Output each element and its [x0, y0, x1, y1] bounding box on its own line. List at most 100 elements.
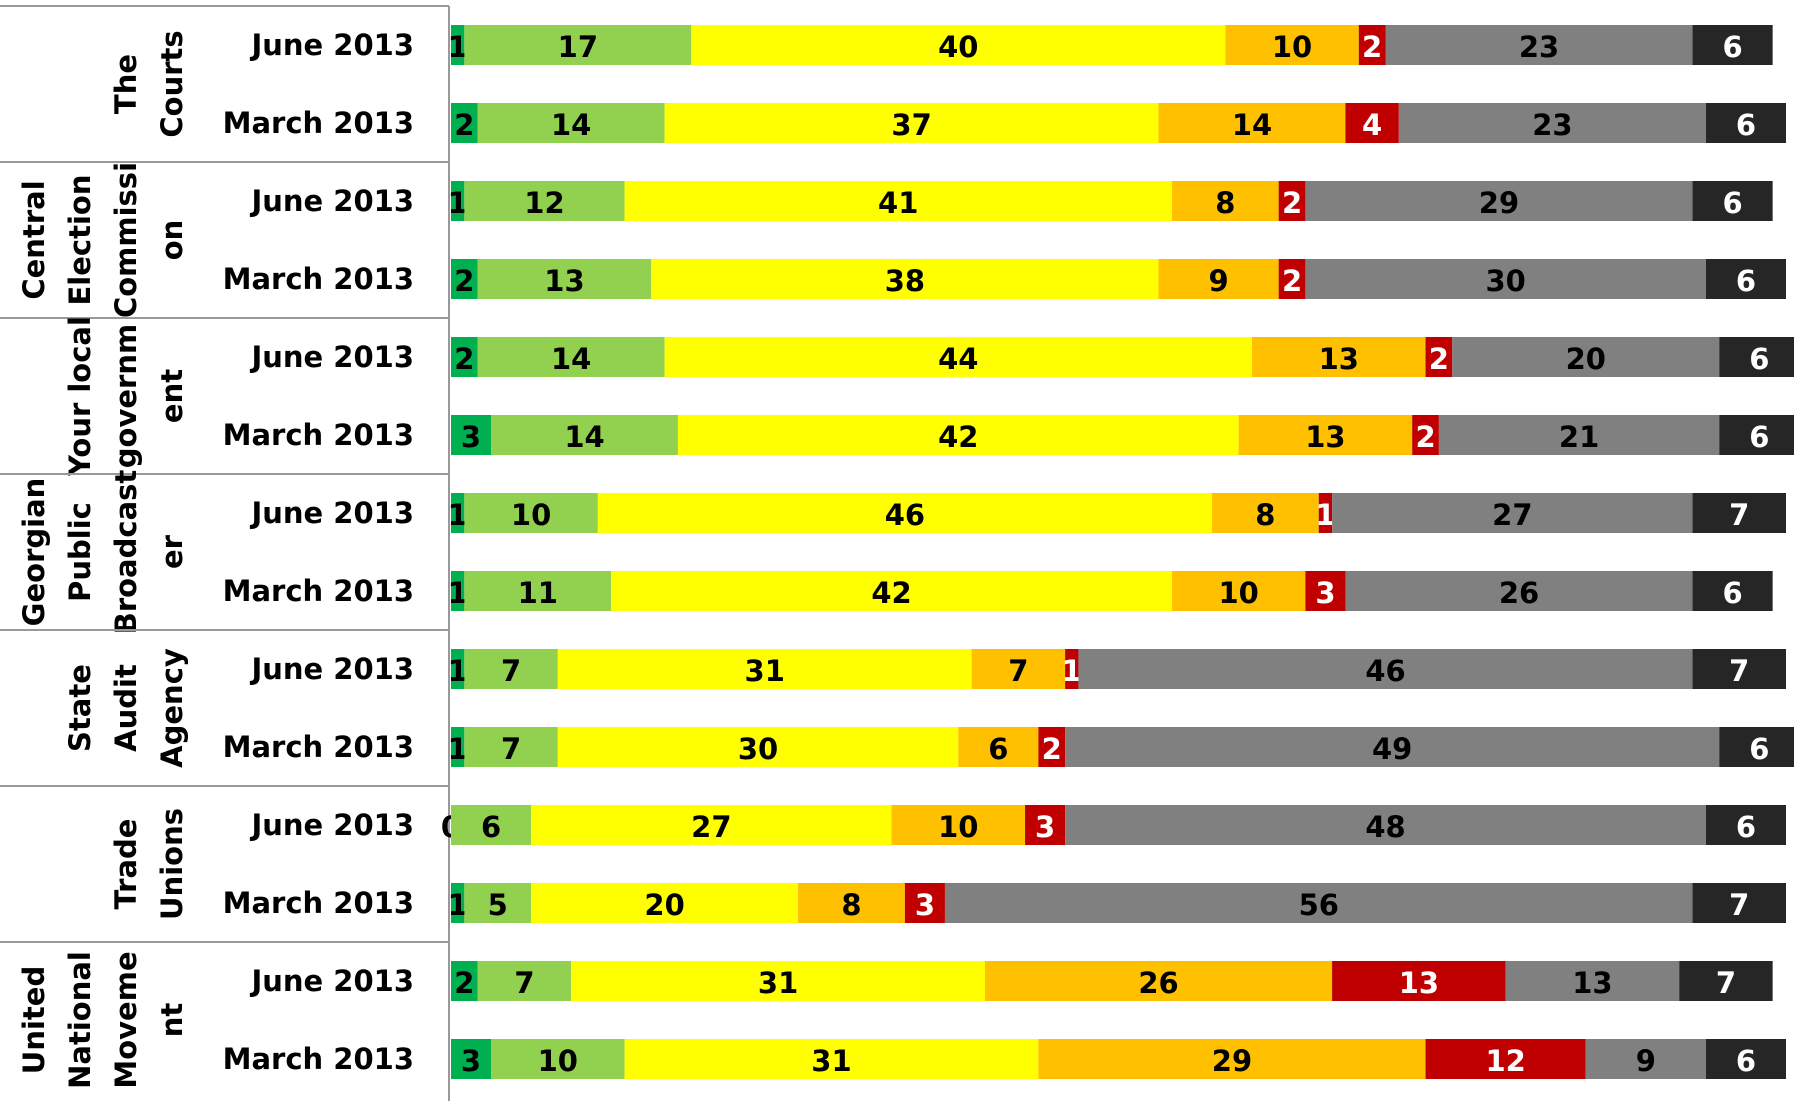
- data-label: 20: [644, 888, 684, 922]
- group-label: Agency: [155, 648, 189, 768]
- bar-segment: [1158, 259, 1279, 299]
- data-label: 6: [481, 810, 501, 844]
- bar-segment: [1211, 493, 1319, 533]
- data-label: 46: [885, 498, 925, 532]
- bar-segment: [1065, 805, 1706, 845]
- bar-segment: [1278, 181, 1306, 221]
- bar-segment: [1252, 337, 1426, 377]
- data-label: 9: [1636, 1044, 1656, 1078]
- data-label: 30: [738, 732, 778, 766]
- bar-segment: [451, 25, 465, 65]
- data-label: 3: [915, 888, 935, 922]
- data-label: 7: [1729, 888, 1749, 922]
- data-label: 46: [1365, 654, 1405, 688]
- data-label: 8: [1255, 498, 1275, 532]
- data-label: 31: [758, 966, 798, 1000]
- bar-segment: [1345, 103, 1399, 143]
- category-label: June 2013: [249, 28, 414, 62]
- bar-segment: [1692, 883, 1786, 923]
- bar-segment: [1425, 1039, 1586, 1079]
- bar-segment: [1238, 415, 1413, 455]
- bar-segment: [451, 181, 465, 221]
- category-label: March 2013: [223, 886, 414, 920]
- data-label: 1: [448, 732, 468, 766]
- bar-segment: [1038, 727, 1066, 767]
- data-label: 10: [538, 1044, 578, 1078]
- bar-segment: [464, 571, 612, 611]
- category-label: June 2013: [249, 964, 414, 998]
- bar-segment: [1025, 805, 1066, 845]
- data-label: 8: [841, 888, 861, 922]
- group-label: National: [63, 951, 97, 1089]
- data-label: 3: [1035, 810, 1055, 844]
- group-label: Election: [63, 175, 97, 306]
- data-label: 37: [891, 108, 931, 142]
- data-label: 10: [1218, 576, 1258, 610]
- data-label: 13: [1572, 966, 1612, 1000]
- data-label: 2: [1362, 30, 1382, 64]
- bar-segment: [491, 415, 678, 455]
- data-label: 17: [558, 30, 598, 64]
- bar-segment: [664, 103, 1159, 143]
- bar-segment: [1719, 727, 1794, 767]
- data-label: 6: [1736, 810, 1756, 844]
- bar-segment: [451, 961, 478, 1001]
- group-label: Public: [63, 502, 97, 602]
- bar-segment: [464, 181, 625, 221]
- bar-segment: [1719, 337, 1794, 377]
- bar-segment: [1171, 181, 1279, 221]
- category-label: March 2013: [223, 106, 414, 140]
- data-label: 2: [1042, 732, 1062, 766]
- data-label: 1: [1315, 498, 1335, 532]
- bar-segment: [1305, 259, 1706, 299]
- bar-segment: [1679, 961, 1773, 1001]
- bar-segment: [451, 415, 492, 455]
- category-label: June 2013: [249, 340, 414, 374]
- data-label: 5: [488, 888, 508, 922]
- data-label: 12: [1485, 1044, 1525, 1078]
- data-label: 38: [885, 264, 925, 298]
- group-label: ent: [155, 369, 189, 423]
- bar-segment: [451, 571, 465, 611]
- group-label: Audit: [109, 664, 143, 752]
- bar-segment: [597, 493, 1212, 533]
- bar-segment: [1425, 337, 1453, 377]
- data-label: 29: [1212, 1044, 1252, 1078]
- data-label: 13: [544, 264, 584, 298]
- bar-segment: [944, 883, 1693, 923]
- bar-segment: [1158, 103, 1346, 143]
- data-label: 2: [454, 264, 474, 298]
- bar-segment: [1692, 493, 1786, 533]
- bar-segment: [1585, 1039, 1706, 1079]
- group-label: Courts: [155, 30, 189, 137]
- bar-segment: [1345, 571, 1693, 611]
- data-label: 42: [871, 576, 911, 610]
- bar-segment: [1278, 259, 1306, 299]
- data-label: 1: [448, 654, 468, 688]
- group-label: Commissi: [109, 162, 143, 318]
- group-label: Broadcast: [109, 470, 143, 635]
- group-label: nt: [155, 1003, 189, 1038]
- category-label: June 2013: [249, 496, 414, 530]
- bar-segment: [531, 805, 892, 845]
- data-label: 27: [1492, 498, 1532, 532]
- bar-segment: [677, 415, 1239, 455]
- bar-segment: [1305, 571, 1346, 611]
- data-label: 23: [1532, 108, 1572, 142]
- bar-segment: [451, 805, 532, 845]
- bar-segment: [557, 649, 972, 689]
- bar-segment: [1358, 25, 1386, 65]
- group-label: on: [155, 220, 189, 261]
- bar-segment: [1705, 103, 1786, 143]
- category-label: March 2013: [223, 1042, 414, 1076]
- data-label: 27: [691, 810, 731, 844]
- bar-segment: [491, 1039, 625, 1079]
- bar-segment: [1038, 1039, 1426, 1079]
- group-label: State: [63, 664, 97, 752]
- bar-segment: [1692, 649, 1786, 689]
- data-label: 12: [524, 186, 564, 220]
- group-label: er: [155, 534, 189, 569]
- data-label: 7: [501, 654, 521, 688]
- data-label: 6: [1723, 576, 1743, 610]
- bar-segment: [1692, 25, 1773, 65]
